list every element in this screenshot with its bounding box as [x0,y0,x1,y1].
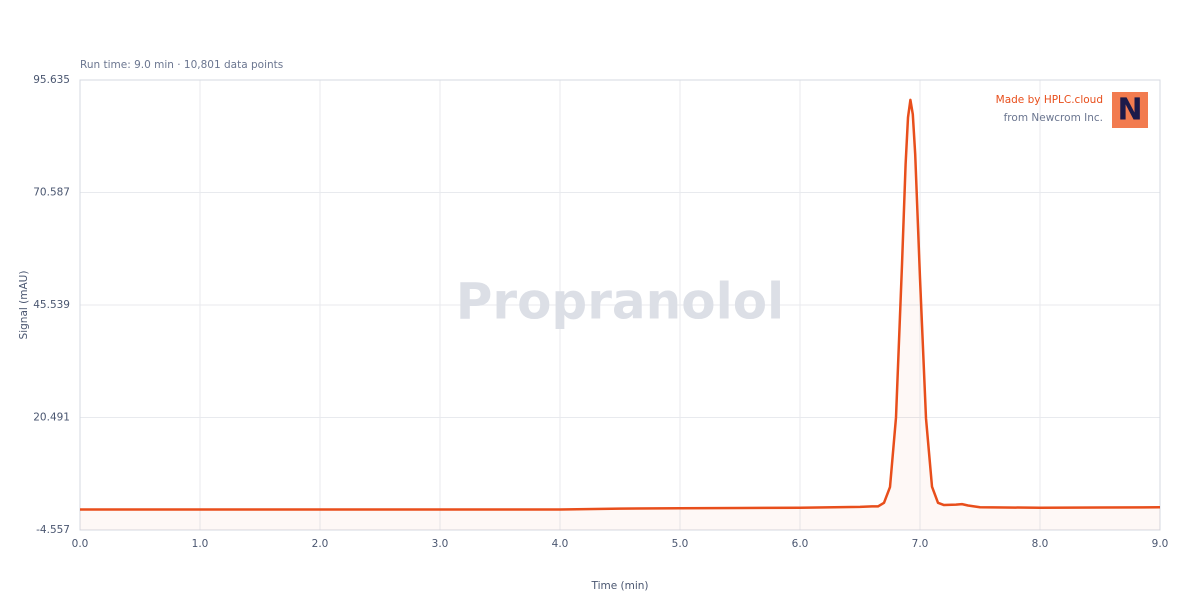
y-axis-label: Signal (mAU) [18,271,30,340]
y-tick-label: 45.539 [33,299,70,311]
logo-box [1112,92,1148,128]
y-tick-label: 95.635 [33,74,70,86]
x-tick-label: 4.0 [552,538,569,550]
logo: N [1117,93,1142,128]
x-tick-label: 1.0 [192,538,209,550]
y-tick-label: -4.557 [36,524,70,536]
credit: Made by HPLC.cloud [996,94,1103,106]
y-tick-label: 70.587 [33,187,70,199]
signal-line [80,98,1161,511]
x-tick-label: 9.0 [1152,538,1169,550]
subtitle: Run time: 9.0 min · 10,801 data points [80,59,283,71]
x-tick-label: 2.0 [312,538,329,550]
x-tick-label: 6.0 [792,538,809,550]
plot-frame [79,79,1161,531]
x-tick-label: 3.0 [432,538,449,550]
x-tick-label: 0.0 [72,538,89,550]
x-tick-label: 7.0 [912,538,929,550]
credit: from Newcrom Inc. [1004,112,1103,124]
x-axis-label: Time (min) [590,580,648,592]
x-tick-label: 5.0 [672,538,689,550]
watermark: Propranolol [456,273,784,331]
y-tick-label: 20.491 [33,412,70,424]
x-tick-label: 8.0 [1032,538,1049,550]
